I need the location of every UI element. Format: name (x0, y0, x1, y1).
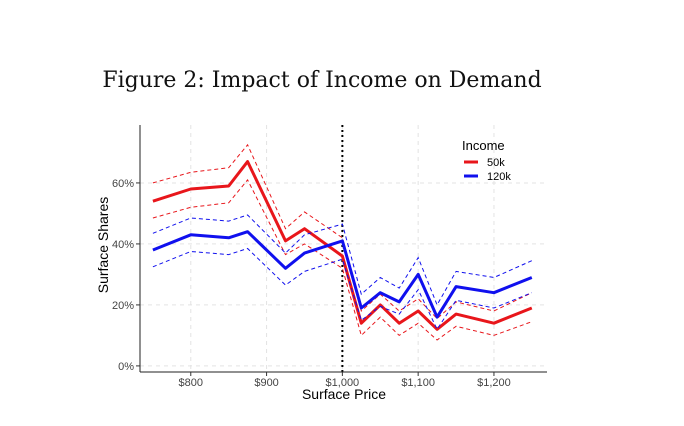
y-tick-label: 20% (112, 300, 134, 312)
x-tick-label: $1,100 (401, 377, 435, 389)
legend-label-50k: 50k (487, 157, 505, 169)
series-50k-line (152, 160, 533, 331)
series-50k-lower-band (152, 178, 532, 341)
x-tick-label: $800 (179, 377, 203, 389)
y-tick-label: 0% (118, 361, 134, 373)
y-axis-title: Surface Shares (95, 197, 111, 294)
series-50k-upper-band (152, 143, 533, 320)
x-tick-label: $1,200 (477, 377, 511, 389)
tick-layer: $800 $900 $1,000 $1,100 $1,200 0% 20% 40% 60% (112, 178, 511, 389)
legend-label-120k: 120k (487, 171, 511, 183)
y-tick-label: 40% (112, 239, 134, 251)
legend: Income 50k 120k (462, 138, 511, 183)
x-tick-label: $900 (254, 377, 278, 389)
series-120k-lower-band (152, 247, 532, 331)
series-120k-line (152, 230, 533, 319)
x-tick-label: $1,000 (326, 377, 360, 389)
series-120k-upper-band (152, 214, 533, 307)
x-axis-title: Surface Price (302, 386, 386, 402)
y-tick-label: 60% (112, 178, 134, 190)
chart-title: Figure 2: Impact of Income on Demand (102, 68, 542, 93)
series-layer (152, 143, 533, 341)
legend-title: Income (462, 138, 505, 153)
